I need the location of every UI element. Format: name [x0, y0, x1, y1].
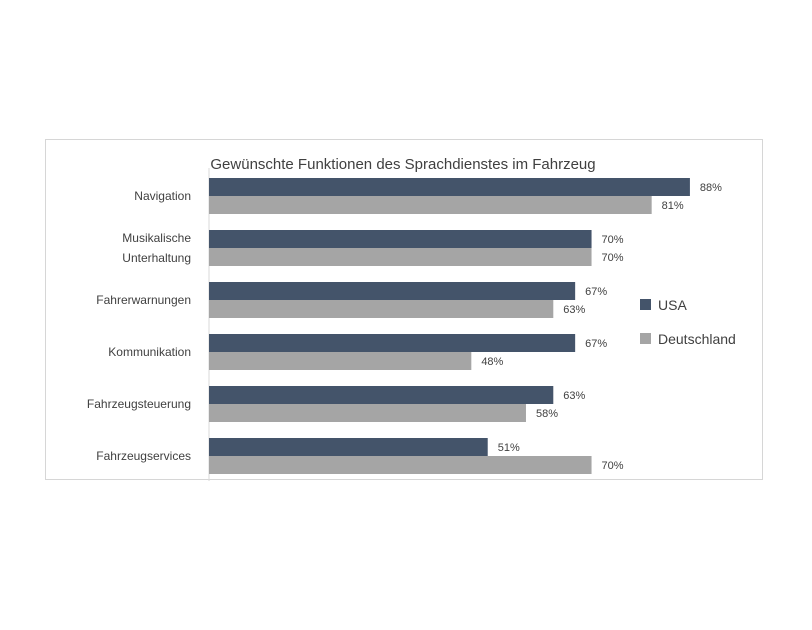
- data-label: 67%: [585, 338, 607, 350]
- category-label: Musikalische Unterhaltung: [122, 231, 191, 265]
- bar-deutschland: [209, 300, 554, 318]
- data-label: 81%: [662, 200, 684, 212]
- data-label: 67%: [585, 286, 607, 298]
- chart-frame: Gewünschte Funktionen des Sprachdienstes…: [45, 139, 763, 481]
- bar-deutschland: [209, 248, 592, 266]
- data-label: 70%: [602, 234, 624, 246]
- legend-swatch-usa: [640, 299, 651, 310]
- chart-title: Gewünschte Funktionen des Sprachdienstes…: [210, 156, 595, 173]
- bar-deutschland: [209, 352, 472, 370]
- category-label: Navigation: [134, 189, 191, 203]
- bar-deutschland: [209, 196, 652, 214]
- legend-swatch-deutschland: [640, 333, 651, 344]
- bar-usa: [209, 230, 592, 248]
- bar-usa: [209, 438, 488, 456]
- bar-usa: [209, 282, 576, 300]
- category-label: Fahrzeugsteuerung: [87, 397, 191, 411]
- data-label: 70%: [602, 252, 624, 264]
- category-label: Kommunikation: [108, 345, 191, 359]
- bar-usa: [209, 178, 690, 196]
- bar-usa: [209, 386, 554, 404]
- data-label: 88%: [700, 182, 722, 194]
- data-label: 51%: [498, 442, 520, 454]
- bar-deutschland: [209, 404, 526, 422]
- bar-usa: [209, 334, 576, 352]
- category-label: Fahrerwarnungen: [96, 293, 191, 307]
- data-label: 70%: [602, 460, 624, 472]
- data-label: 63%: [563, 304, 585, 316]
- data-label: 63%: [563, 390, 585, 402]
- data-label: 58%: [536, 408, 558, 420]
- legend: USA Deutschland: [640, 297, 736, 347]
- data-label: 48%: [481, 356, 503, 368]
- legend-label-deutschland: Deutschland: [658, 331, 736, 347]
- plot-area: Navigation 88% 81% Musikalische Unterhaltung…: [87, 168, 722, 481]
- bar-deutschland: [209, 456, 592, 474]
- bar-chart: Gewünschte Funktionen des Sprachdienstes…: [87, 156, 736, 481]
- legend-label-usa: USA: [658, 297, 687, 313]
- category-label: Fahrzeugservices: [96, 449, 191, 463]
